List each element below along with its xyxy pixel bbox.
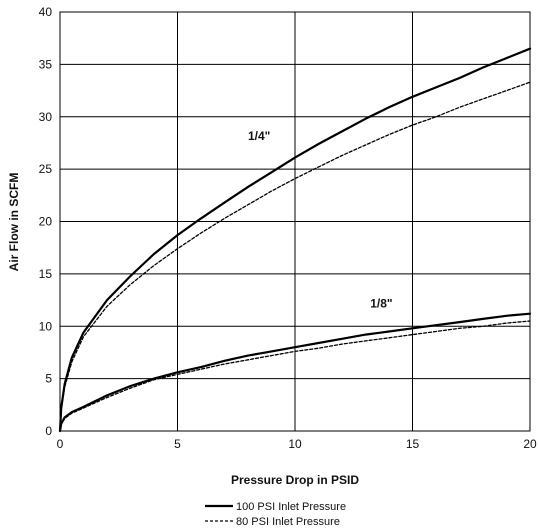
series-line-1 (59, 81, 531, 432)
curves (58, 47, 532, 433)
x-tick-label: 10 (288, 437, 302, 451)
legend-item-100-psi: 100 PSI Inlet Pressure (236, 501, 346, 513)
series-line-3 (59, 320, 531, 432)
grid-lines (60, 12, 530, 431)
y-tick-label: 15 (39, 267, 53, 281)
series-line-2 (58, 312, 532, 433)
curve-annotation: 1/4" (248, 129, 270, 143)
series-line-0 (58, 47, 532, 433)
x-tick-labels: 0 5 10 15 20 (57, 437, 537, 451)
curve-annotation: 1/8" (370, 296, 392, 310)
y-tick-label: 5 (45, 372, 52, 386)
y-tick-label: 10 (39, 319, 53, 333)
x-tick-label: 20 (523, 437, 537, 451)
y-tick-label: 35 (39, 57, 53, 71)
y-tick-label: 0 (45, 424, 52, 438)
curve-annotations: 1/4" 1/8" (248, 129, 393, 311)
x-tick-label: 5 (174, 437, 181, 451)
plot-frame (59, 11, 531, 432)
legend-item-80-psi: 80 PSI Inlet Pressure (236, 516, 340, 528)
y-axis-title: Air Flow in SCFM (7, 173, 21, 272)
x-tick-label: 0 (57, 437, 64, 451)
y-tick-label: 40 (39, 5, 53, 19)
y-tick-labels: 0 5 10 15 20 25 30 35 40 (39, 5, 53, 438)
legend: 100 PSI Inlet Pressure 80 PSI Inlet Pres… (205, 501, 346, 528)
y-tick-label: 25 (39, 162, 53, 176)
y-tick-label: 30 (39, 110, 53, 124)
x-tick-label: 15 (406, 437, 420, 451)
x-axis-title: Pressure Drop in PSID (231, 473, 359, 487)
y-tick-label: 20 (39, 215, 53, 229)
